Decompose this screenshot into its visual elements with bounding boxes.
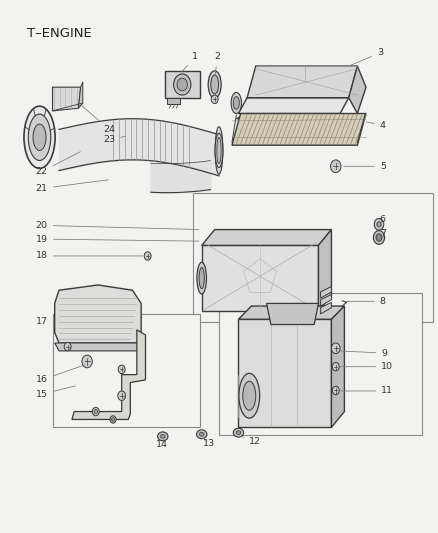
Ellipse shape — [217, 138, 221, 164]
Polygon shape — [72, 330, 145, 419]
Ellipse shape — [118, 365, 125, 374]
Text: 9: 9 — [341, 349, 387, 358]
Ellipse shape — [199, 268, 204, 289]
Polygon shape — [53, 87, 81, 111]
Text: 4: 4 — [367, 120, 386, 130]
Polygon shape — [238, 319, 332, 427]
Ellipse shape — [377, 222, 381, 227]
Polygon shape — [167, 98, 180, 104]
Polygon shape — [332, 306, 344, 427]
Polygon shape — [236, 114, 366, 119]
Polygon shape — [321, 294, 332, 306]
Ellipse shape — [24, 106, 55, 168]
Polygon shape — [55, 285, 141, 343]
Text: 8: 8 — [345, 297, 386, 306]
Ellipse shape — [243, 381, 256, 410]
Text: 18: 18 — [36, 252, 143, 261]
Ellipse shape — [177, 78, 187, 91]
Ellipse shape — [144, 252, 151, 260]
Ellipse shape — [332, 343, 340, 353]
Ellipse shape — [332, 386, 339, 394]
Text: 19: 19 — [36, 235, 199, 244]
Ellipse shape — [233, 96, 239, 109]
Ellipse shape — [118, 391, 126, 400]
Text: 1: 1 — [182, 52, 198, 72]
Text: 15: 15 — [36, 386, 76, 399]
Polygon shape — [238, 98, 349, 114]
Ellipse shape — [374, 219, 384, 230]
Text: 3: 3 — [351, 49, 383, 65]
Text: 21: 21 — [36, 180, 108, 193]
Text: 2: 2 — [215, 52, 221, 75]
Polygon shape — [247, 66, 357, 98]
Ellipse shape — [112, 418, 115, 421]
Ellipse shape — [331, 160, 341, 173]
Text: 17: 17 — [36, 317, 54, 326]
Polygon shape — [232, 114, 366, 145]
Ellipse shape — [332, 362, 339, 371]
Polygon shape — [238, 306, 344, 319]
Ellipse shape — [215, 133, 223, 167]
Bar — [193, 192, 433, 322]
Ellipse shape — [236, 431, 241, 434]
Text: 14: 14 — [156, 440, 168, 449]
Ellipse shape — [82, 355, 92, 368]
Ellipse shape — [160, 434, 165, 438]
Ellipse shape — [197, 262, 206, 294]
Text: 13: 13 — [203, 439, 215, 448]
Text: 22: 22 — [36, 152, 80, 176]
Ellipse shape — [233, 428, 244, 437]
Bar — [53, 314, 200, 427]
Ellipse shape — [208, 71, 221, 98]
Text: 11: 11 — [341, 386, 393, 395]
Ellipse shape — [197, 430, 207, 439]
Ellipse shape — [239, 373, 260, 418]
Polygon shape — [165, 71, 200, 98]
Ellipse shape — [158, 432, 168, 441]
Ellipse shape — [373, 231, 385, 244]
Text: 12: 12 — [241, 437, 261, 446]
Text: 16: 16 — [36, 365, 85, 384]
Polygon shape — [55, 343, 141, 351]
Text: T–ENGINE: T–ENGINE — [27, 27, 91, 40]
Polygon shape — [267, 303, 318, 325]
Ellipse shape — [33, 124, 46, 150]
Polygon shape — [318, 230, 332, 311]
Polygon shape — [321, 287, 332, 298]
Text: 24: 24 — [81, 105, 115, 134]
Text: 10: 10 — [341, 362, 393, 371]
Ellipse shape — [231, 92, 241, 114]
Text: 23: 23 — [103, 135, 125, 144]
Polygon shape — [78, 82, 83, 108]
Ellipse shape — [94, 409, 98, 414]
Ellipse shape — [28, 114, 51, 160]
Ellipse shape — [110, 416, 116, 423]
Polygon shape — [349, 66, 366, 114]
Text: 6: 6 — [380, 214, 386, 224]
Ellipse shape — [211, 75, 219, 94]
Ellipse shape — [173, 74, 191, 95]
Text: 20: 20 — [36, 221, 199, 230]
Ellipse shape — [215, 127, 223, 174]
Ellipse shape — [211, 95, 218, 103]
Polygon shape — [202, 245, 318, 311]
Ellipse shape — [92, 407, 99, 416]
Polygon shape — [321, 302, 332, 314]
Polygon shape — [202, 230, 332, 245]
Ellipse shape — [64, 342, 71, 351]
Text: 5: 5 — [344, 162, 386, 171]
Ellipse shape — [199, 432, 204, 436]
Ellipse shape — [376, 234, 382, 241]
Text: 7: 7 — [380, 229, 386, 238]
Bar — [219, 293, 422, 435]
